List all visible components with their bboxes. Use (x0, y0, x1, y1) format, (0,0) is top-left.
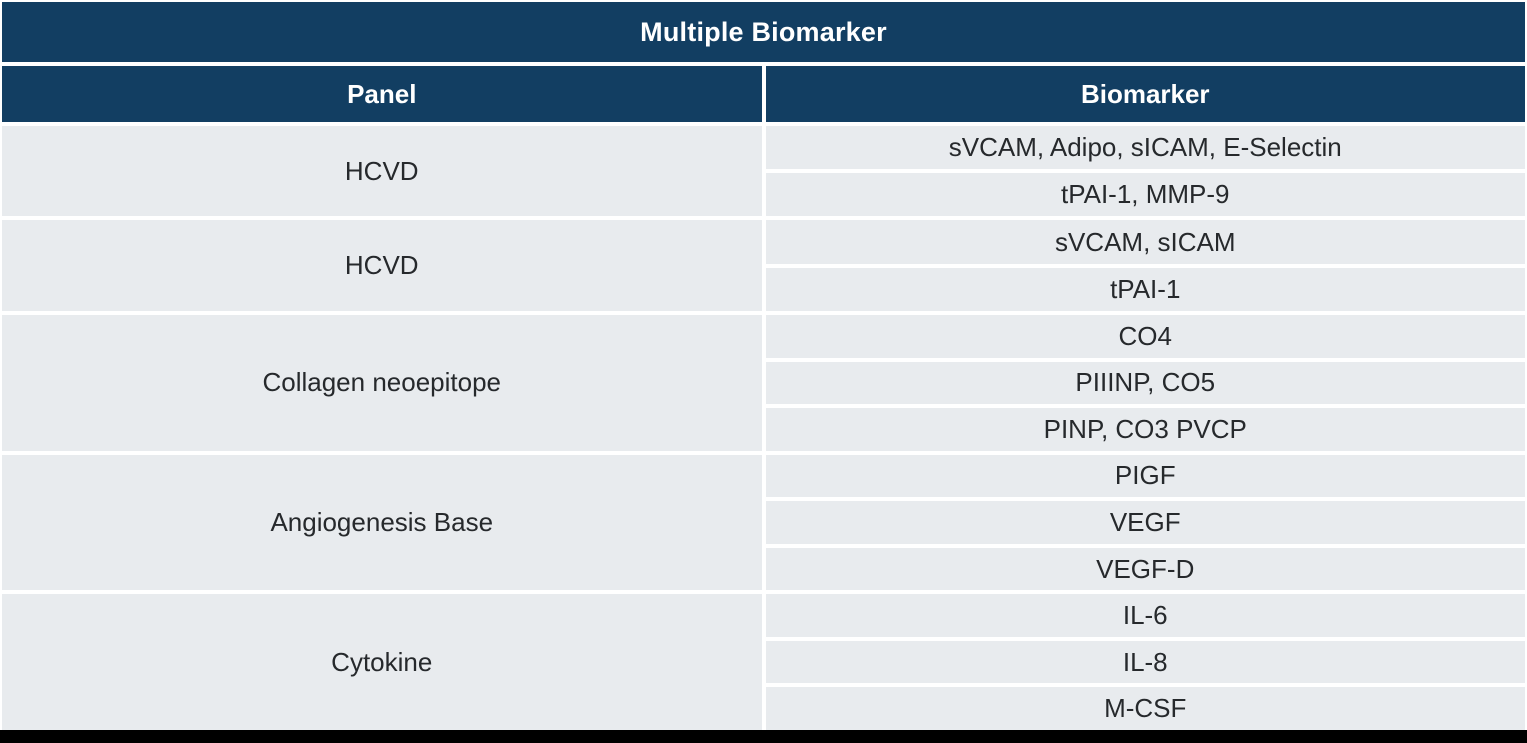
panel-cell: Angiogenesis Base (2, 454, 762, 591)
table-title: Multiple Biomarker (640, 16, 887, 47)
column-header-panel: Panel (2, 66, 762, 122)
table-title-row: Multiple Biomarker (2, 2, 1525, 62)
biomarker-cell: tPAI-1 (765, 267, 1525, 311)
table-group-angiogenesis-base: Angiogenesis Base PIGF VEGF VEGF-D (2, 454, 1525, 591)
biomarker-column: sVCAM, Adipo, sICAM, E-Selectin tPAI-1, … (765, 126, 1525, 217)
biomarker-column: sVCAM, sICAM tPAI-1 (765, 220, 1525, 311)
table-group-hcvd-1: HCVD sVCAM, Adipo, sICAM, E-Selectin tPA… (2, 126, 1525, 217)
biomarker-column: PIGF VEGF VEGF-D (765, 454, 1525, 591)
biomarker-cell: CO4 (765, 314, 1525, 358)
table-header-row: Panel Biomarker (2, 66, 1525, 122)
table-group-hcvd-2: HCVD sVCAM, sICAM tPAI-1 (2, 220, 1525, 311)
biomarker-cell: sVCAM, sICAM (765, 220, 1525, 264)
biomarker-cell: VEGF-D (765, 547, 1525, 591)
biomarker-cell: PIGF (765, 454, 1525, 498)
biomarker-cell: M-CSF (765, 687, 1525, 730)
panel-cell: Collagen neoepitope (2, 314, 762, 451)
biomarker-cell: VEGF (765, 501, 1525, 544)
biomarker-cell: IL-6 (765, 594, 1525, 637)
bottom-black-bar (0, 730, 1527, 743)
biomarker-cell: sVCAM, Adipo, sICAM, E-Selectin (765, 126, 1525, 170)
table-group-cytokine: Cytokine IL-6 IL-8 M-CSF (2, 594, 1525, 730)
panel-cell: HCVD (2, 126, 762, 217)
table-group-collagen-neoepitope: Collagen neoepitope CO4 PIIINP, CO5 PINP… (2, 314, 1525, 451)
panel-cell: Cytokine (2, 594, 762, 730)
biomarker-cell: PIIINP, CO5 (765, 361, 1525, 405)
biomarker-cell: IL-8 (765, 640, 1525, 684)
panel-cell: HCVD (2, 220, 762, 311)
biomarker-column: IL-6 IL-8 M-CSF (765, 594, 1525, 730)
biomarker-column: CO4 PIIINP, CO5 PINP, CO3 PVCP (765, 314, 1525, 451)
biomarker-cell: PINP, CO3 PVCP (765, 408, 1525, 451)
column-header-biomarker: Biomarker (765, 66, 1525, 122)
biomarker-cell: tPAI-1, MMP-9 (765, 173, 1525, 217)
